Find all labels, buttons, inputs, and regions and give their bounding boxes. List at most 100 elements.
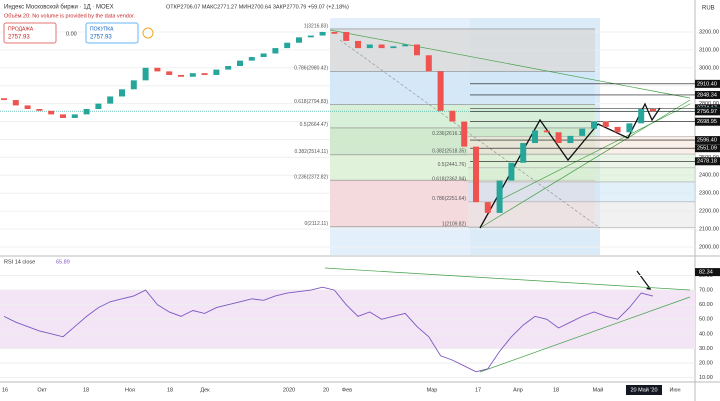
y-tick-label: 2100.00 (699, 226, 719, 232)
y-tick-label: 3000.00 (699, 65, 719, 71)
y-tick-label: 2300.00 (699, 191, 719, 197)
fib-label: 0.5(2664.47) (300, 122, 329, 128)
candle (425, 55, 432, 72)
candle (532, 130, 538, 144)
time-label: Дек (200, 387, 210, 393)
fib-label: 0(2112.11) (305, 221, 329, 227)
candle (130, 80, 137, 90)
time-label: Окт (37, 387, 47, 393)
time-label: 16 (2, 387, 8, 393)
price-tag (695, 107, 720, 116)
time-label: 18 (83, 387, 89, 393)
buy-button[interactable] (85, 22, 139, 44)
candle (496, 180, 503, 213)
y-tick-label: 3200.00 (699, 29, 719, 35)
candle (390, 46, 397, 49)
y-tick-label: 2400.00 (699, 173, 719, 179)
rsi-line (3, 286, 654, 373)
candle (272, 48, 279, 54)
time-label: Мар (427, 387, 438, 393)
time-label: Ноя (125, 387, 135, 393)
settings-icon[interactable] (142, 27, 154, 39)
candle (213, 69, 220, 75)
price-tag (695, 90, 720, 99)
candle (48, 110, 55, 115)
candle (107, 96, 114, 104)
candle (414, 44, 420, 56)
time-label: Июн (669, 387, 680, 393)
fib-label: 0.5(2441.76) (438, 162, 467, 168)
candle (1, 98, 7, 101)
rsi-trend (324, 267, 691, 291)
volume-note: Объём 20: No volume is provided by the d… (4, 13, 135, 19)
buy-price: 2757.93 (90, 35, 112, 41)
fib-label: 0.382(2518.35) (432, 148, 466, 154)
candle (225, 66, 232, 70)
price-tag-label: 2551.09 (697, 146, 717, 152)
candle (60, 114, 66, 118)
time-label: 18 (553, 387, 559, 393)
price-tag-label: 2596.40 (697, 138, 717, 144)
candle (166, 71, 173, 75)
candle (95, 103, 102, 110)
price-tag (695, 117, 720, 126)
candle (248, 57, 255, 61)
candle (650, 109, 656, 112)
candle (260, 53, 267, 58)
rsi-tick-label: 20.00 (699, 360, 713, 366)
candle (36, 109, 43, 111)
trend-line (499, 103, 691, 201)
price-tag (695, 79, 720, 88)
candle (178, 74, 184, 77)
candle (402, 44, 409, 47)
time-label: Апр (513, 387, 523, 393)
rsi-tick-label: 10.00 (699, 375, 713, 381)
time-label: 20 (323, 387, 329, 393)
pattern-line (479, 102, 661, 229)
fib-label: 0.786(2251.64) (432, 196, 466, 202)
candle (319, 31, 326, 36)
fib-label: 1(2109.82) (442, 222, 467, 228)
candle (355, 40, 361, 49)
rsi-label: RSI 14 close (4, 259, 35, 265)
rsi-tick-label: 30.00 (699, 346, 713, 352)
candle (473, 146, 479, 203)
rsi-tick-label: 60.00 (699, 302, 713, 308)
price-tag-label: 2698.95 (697, 119, 717, 125)
candle (331, 31, 338, 34)
candle (119, 89, 125, 97)
candle (543, 130, 550, 133)
price-tag-label: 2848.34 (697, 92, 717, 98)
trend-line (339, 39, 601, 229)
rsi-last: 65.89 (56, 259, 70, 265)
spread: 0.00 (66, 31, 77, 37)
fib-zone (330, 71, 595, 105)
candle (83, 109, 90, 115)
fib-label: 0.382(2514.11) (294, 149, 328, 155)
candle (343, 31, 350, 41)
candle (284, 42, 291, 49)
candle (154, 67, 161, 72)
time-label: Май (593, 386, 604, 393)
fib-label: 0.236(2616.10) (432, 131, 466, 137)
time-label: 18 (167, 387, 173, 393)
fib-label: 1(3216.83) (304, 23, 329, 29)
time-label: Фев (342, 387, 352, 393)
fib-label: 0.786(2980.42) (294, 66, 328, 72)
candle (437, 71, 444, 111)
sell-button[interactable] (3, 22, 57, 44)
time-highlight (626, 385, 662, 395)
y-tick-label: 2000.00 (699, 244, 719, 250)
price-tag-label: 2756.97 (697, 109, 717, 115)
candle (484, 202, 491, 213)
sell-price: 2757.93 (8, 35, 30, 41)
rsi-tick-label: 70.00 (699, 288, 713, 294)
price-tag (695, 136, 720, 145)
price-tag (695, 157, 720, 166)
fib-label: 0.236(2372.82) (294, 174, 328, 180)
candle (626, 123, 633, 133)
candle (142, 67, 149, 81)
fib-zone (468, 181, 695, 202)
trend-line (329, 29, 691, 99)
time-label: 20 Май '20 (630, 386, 657, 393)
